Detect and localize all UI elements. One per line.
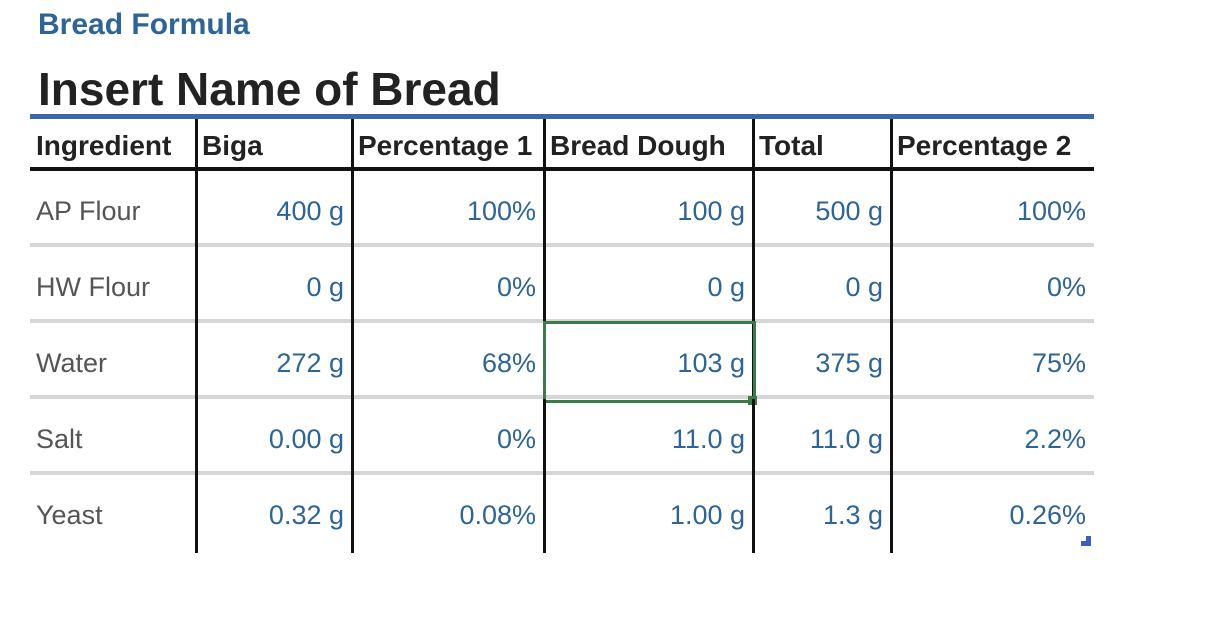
column-divider: [543, 399, 546, 475]
column-divider: [195, 323, 198, 399]
column-divider: [543, 475, 546, 553]
percentage-1-cell[interactable]: 0%: [496, 272, 536, 302]
column-divider: [752, 399, 755, 475]
table-row: Salt 0.00 g 0% 11.0 g 11.0 g 2.2%: [30, 399, 1094, 475]
biga-cell[interactable]: 272 g: [276, 348, 344, 378]
percentage-2-cell[interactable]: 0%: [1046, 272, 1086, 302]
column-divider: [195, 247, 198, 323]
page-title[interactable]: Insert Name of Bread: [38, 63, 501, 115]
total-cell[interactable]: 11.0 g: [809, 424, 883, 454]
biga-cell[interactable]: 0.32 g: [268, 500, 344, 530]
ingredient-cell[interactable]: Water: [36, 348, 108, 378]
bread-dough-cell[interactable]: 1.00 g: [669, 500, 745, 530]
bread-dough-cell[interactable]: 0 g: [707, 272, 745, 302]
column-divider: [890, 171, 893, 247]
column-divider: [890, 119, 893, 167]
percentage-2-cell[interactable]: 75%: [1031, 348, 1086, 378]
percentage-1-cell[interactable]: 0%: [496, 424, 536, 454]
column-header-biga[interactable]: Biga: [202, 130, 263, 161]
column-divider: [543, 323, 546, 399]
column-divider: [351, 399, 354, 475]
percentage-2-cell[interactable]: 0.26%: [1009, 500, 1086, 530]
total-cell[interactable]: 0 g: [845, 272, 883, 302]
column-divider: [752, 475, 755, 553]
bread-dough-cell[interactable]: 11.0 g: [671, 424, 745, 454]
formula-table: Ingredient Biga Percentage 1 Bread Dough…: [30, 119, 1094, 553]
column-header-percentage-1[interactable]: Percentage 1: [358, 130, 533, 161]
ingredient-cell[interactable]: AP Flour: [36, 196, 141, 226]
column-divider: [351, 171, 354, 247]
column-divider: [543, 171, 546, 247]
column-divider: [351, 475, 354, 553]
table-header-row: Ingredient Biga Percentage 1 Bread Dough…: [30, 119, 1094, 171]
column-divider: [890, 247, 893, 323]
ingredient-cell[interactable]: Salt: [36, 424, 83, 454]
table-resize-handle-icon[interactable]: [1081, 536, 1091, 546]
column-divider: [351, 119, 354, 167]
column-divider: [351, 247, 354, 323]
percentage-2-cell[interactable]: 2.2%: [1024, 424, 1086, 454]
ingredient-cell[interactable]: HW Flour: [36, 272, 150, 302]
biga-cell[interactable]: 400 g: [276, 196, 344, 226]
total-cell[interactable]: 500 g: [815, 196, 883, 226]
biga-cell[interactable]: 0 g: [306, 272, 344, 302]
table-row: HW Flour 0 g 0% 0 g 0 g 0%: [30, 247, 1094, 323]
bread-formula-subtitle: Bread Formula: [38, 8, 250, 41]
column-divider: [543, 247, 546, 323]
biga-cell[interactable]: 0.00 g: [268, 424, 344, 454]
column-divider: [195, 119, 198, 167]
column-divider: [752, 247, 755, 323]
percentage-1-cell[interactable]: 0.08%: [459, 500, 536, 530]
column-divider: [752, 323, 755, 399]
column-divider: [543, 119, 546, 167]
column-divider: [890, 399, 893, 475]
percentage-2-cell[interactable]: 100%: [1016, 196, 1086, 226]
column-divider: [890, 475, 893, 553]
column-divider: [752, 171, 755, 247]
percentage-1-cell[interactable]: 100%: [466, 196, 536, 226]
column-divider: [195, 475, 198, 553]
column-divider: [890, 323, 893, 399]
column-divider: [351, 323, 354, 399]
bread-dough-cell[interactable]: 100 g: [677, 196, 745, 226]
table-row: AP Flour 400 g 100% 100 g 500 g 100%: [30, 171, 1094, 247]
table-row: Water 272 g 68% 103 g 375 g 75%: [30, 321, 1094, 405]
column-divider: [195, 171, 198, 247]
column-divider: [752, 119, 755, 167]
column-header-total[interactable]: Total: [759, 130, 824, 161]
column-header-ingredient[interactable]: Ingredient: [36, 130, 172, 161]
title-underline: [30, 114, 1094, 119]
percentage-1-cell[interactable]: 68%: [481, 348, 536, 378]
ingredient-cell[interactable]: Yeast: [36, 500, 103, 530]
table-row: Yeast 0.32 g 0.08% 1.00 g 1.3 g 0.26%: [30, 475, 1094, 553]
bread-dough-cell-selected[interactable]: 103 g: [677, 348, 745, 378]
column-divider: [195, 399, 198, 475]
total-cell[interactable]: 1.3 g: [822, 500, 883, 530]
column-header-percentage-2[interactable]: Percentage 2: [897, 130, 1072, 161]
total-cell[interactable]: 375 g: [815, 348, 883, 378]
column-header-bread-dough[interactable]: Bread Dough: [550, 130, 726, 161]
